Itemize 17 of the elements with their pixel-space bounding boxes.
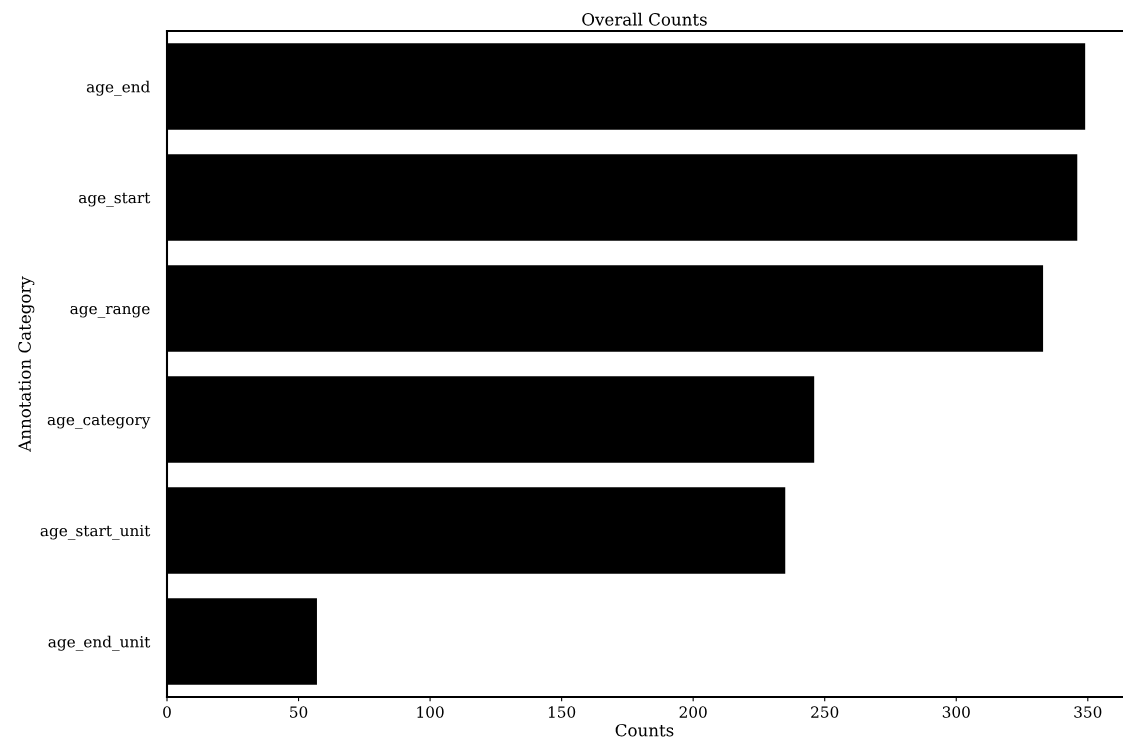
x-tick-label: 100	[417, 706, 444, 718]
y-tick-label: age_category	[47, 414, 151, 429]
y-tick-label: age_range	[70, 305, 150, 318]
y-tick-label: age_start_unit	[40, 524, 151, 540]
y-tick-label: age_end_unit	[48, 635, 151, 651]
x-tick-label: 150	[548, 706, 576, 718]
chart-title: Overall Counts	[582, 12, 707, 26]
y-axis-title: Annotation Category	[18, 276, 35, 452]
y-tick-label: age_start	[78, 192, 151, 207]
x-tick-label: 300	[942, 706, 970, 718]
x-tick-label: 250	[811, 706, 839, 718]
y-tick-label: age_end	[86, 80, 150, 96]
x-tick-label: 200	[679, 706, 707, 718]
x-tick-label: 0	[163, 706, 171, 718]
x-axis-title: Counts	[615, 723, 674, 737]
x-tick-label: 50	[290, 706, 308, 718]
x-tick-label: 350	[1074, 706, 1102, 718]
